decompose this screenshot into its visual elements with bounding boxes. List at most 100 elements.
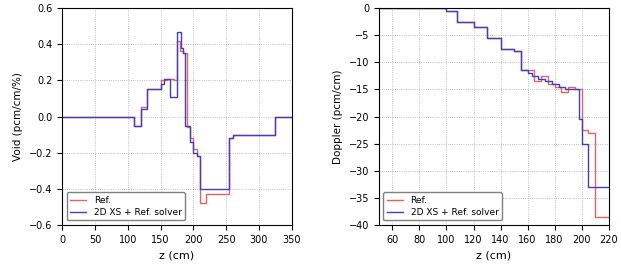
2D XS + Ref. solver (143, 88, 151, 91)
Ref. (186, 137, 194, 140)
2D XS + Ref. solver (137, 124, 145, 127)
Ref. (196, 202, 204, 205)
Ref. (524, 69, 532, 72)
2D XS + Ref. solver (578, 142, 586, 145)
Ref. (584, 128, 592, 132)
2D XS + Ref. solver (483, 36, 491, 40)
2D XS + Ref. solver (58, 115, 66, 118)
Ref. (530, 80, 538, 83)
Ref. (130, 124, 138, 127)
2D XS + Ref. solver (548, 80, 556, 83)
Ref. (196, 155, 204, 158)
Ref. (591, 215, 599, 218)
2D XS + Ref. solver (561, 85, 569, 88)
Ref. (564, 91, 572, 94)
2D XS + Ref. solver (182, 124, 189, 127)
Ref. (202, 193, 210, 196)
2D XS + Ref. solver (443, 7, 450, 10)
2D XS + Ref. solver (229, 137, 237, 140)
Ref. (510, 50, 518, 53)
Ref. (229, 133, 237, 136)
2D XS + Ref. solver (528, 72, 535, 75)
Ref. (202, 202, 210, 205)
Ref. (173, 39, 181, 42)
2D XS + Ref. solver (575, 88, 582, 91)
2D XS + Ref. solver (517, 69, 525, 72)
2D XS + Ref. solver (555, 82, 563, 86)
2D XS + Ref. solver (202, 187, 210, 191)
2D XS + Ref. solver (555, 85, 563, 88)
Ref. (137, 124, 145, 127)
2D XS + Ref. solver (288, 115, 296, 118)
Ref. (271, 115, 279, 118)
Ref. (183, 52, 191, 55)
Ref. (130, 115, 138, 118)
2D XS + Ref. solver (130, 124, 138, 127)
Ref. (193, 155, 201, 158)
Ref. (137, 106, 145, 109)
X-axis label: z (cm): z (cm) (160, 250, 194, 260)
2D XS + Ref. solver (542, 80, 549, 83)
Ref. (173, 79, 181, 82)
2D XS + Ref. solver (271, 133, 279, 136)
Ref. (163, 79, 171, 82)
2D XS + Ref. solver (225, 187, 233, 191)
2D XS + Ref. solver (453, 9, 461, 12)
2D XS + Ref. solver (568, 88, 576, 91)
2D XS + Ref. solver (510, 47, 518, 50)
Line: Ref.: Ref. (62, 41, 292, 203)
2D XS + Ref. solver (178, 30, 185, 33)
2D XS + Ref. solver (189, 140, 197, 143)
2D XS + Ref. solver (587, 185, 595, 189)
Ref. (225, 193, 233, 196)
Ref. (186, 126, 194, 129)
Ref. (189, 137, 197, 140)
Ref. (375, 7, 383, 10)
Ref. (571, 88, 579, 91)
2D XS + Ref. solver (584, 185, 592, 189)
Ref. (558, 91, 565, 94)
2D XS + Ref. solver (517, 50, 525, 53)
2D XS + Ref. solver (535, 77, 542, 80)
Ref. (443, 7, 450, 10)
Ref. (176, 39, 184, 42)
2D XS + Ref. solver (186, 124, 194, 127)
2D XS + Ref. solver (524, 72, 532, 75)
Ref. (605, 215, 612, 218)
2D XS + Ref. solver (160, 82, 168, 86)
Ref. (271, 133, 279, 136)
2D XS + Ref. solver (578, 118, 586, 121)
Ref. (564, 85, 572, 88)
2D XS + Ref. solver (178, 46, 185, 50)
2D XS + Ref. solver (179, 46, 187, 50)
Ref. (193, 147, 201, 151)
Ref. (517, 69, 525, 72)
2D XS + Ref. solver (166, 95, 174, 98)
2D XS + Ref. solver (229, 133, 237, 136)
Ref. (183, 126, 191, 129)
2D XS + Ref. solver (524, 69, 532, 72)
Ref. (225, 137, 233, 140)
2D XS + Ref. solver (160, 77, 168, 80)
Ref. (189, 147, 197, 151)
2D XS + Ref. solver (156, 82, 164, 86)
2D XS + Ref. solver (584, 142, 592, 145)
Legend: Ref., 2D XS + Ref. solver: Ref., 2D XS + Ref. solver (384, 192, 502, 220)
X-axis label: z (cm): z (cm) (476, 250, 511, 260)
2D XS + Ref. solver (375, 7, 383, 10)
Ref. (170, 77, 178, 80)
Ref. (483, 25, 491, 29)
Ref. (537, 74, 545, 78)
Y-axis label: Void (pcm/cm/%): Void (pcm/cm/%) (13, 72, 24, 161)
Legend: Ref., 2D XS + Ref. solver: Ref., 2D XS + Ref. solver (66, 192, 185, 220)
2D XS + Ref. solver (575, 118, 582, 121)
Line: 2D XS + Ref. solver: 2D XS + Ref. solver (62, 32, 292, 189)
Ref. (510, 47, 518, 50)
2D XS + Ref. solver (535, 74, 542, 78)
Ref. (584, 131, 592, 134)
Ref. (551, 85, 558, 88)
Ref. (163, 77, 171, 80)
Ref. (176, 50, 184, 53)
2D XS + Ref. solver (137, 108, 145, 111)
Y-axis label: Doppler (pcm/cm): Doppler (pcm/cm) (333, 69, 343, 164)
